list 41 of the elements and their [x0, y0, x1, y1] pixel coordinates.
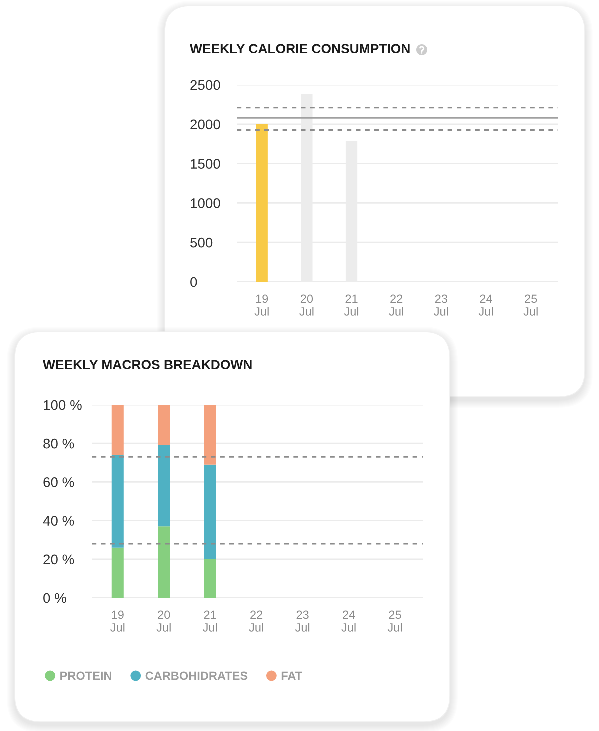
bar	[204, 405, 216, 465]
y-tick-label: 2500	[190, 80, 220, 90]
y-tick-label: 100 %	[44, 400, 82, 410]
x-tick-label: 19 Jul	[254, 294, 269, 316]
x-tick-label: 25 Jul	[388, 610, 402, 632]
y-tick-label: 20 %	[44, 554, 74, 565]
x-tick-label: 23 Jul	[434, 294, 448, 316]
legend-label: PROTEIN	[60, 672, 112, 680]
bar	[112, 548, 124, 598]
y-tick-label: 1500	[191, 159, 220, 169]
bar	[112, 405, 124, 456]
bar	[158, 446, 170, 527]
x-tick-label: 21 Jul	[344, 294, 359, 316]
y-tick-label: 1000	[191, 198, 220, 208]
x-tick-label: 22 Jul	[389, 294, 404, 316]
y-tick-label: 0 %	[44, 593, 66, 604]
chart-title: WEEKLY MACROS BREAKDOWN	[43, 360, 252, 370]
y-tick-label: 500	[190, 238, 213, 248]
x-tick-label: 25 Jul	[524, 294, 538, 316]
legend-label: FAT	[282, 672, 302, 680]
bar	[256, 124, 268, 282]
x-tick-label: 20 Jul	[156, 610, 171, 632]
x-tick-label: 23 Jul	[295, 610, 310, 632]
y-tick-label: 40 %	[43, 516, 74, 526]
y-tick-label: 80 %	[44, 438, 74, 449]
x-tick-label: 20 Jul	[300, 294, 314, 316]
legend-label: CARBOHIDRATES	[146, 672, 248, 680]
x-tick-label: 19 Jul	[110, 610, 125, 632]
bar	[204, 464, 216, 560]
x-tick-label: 21 Jul	[202, 610, 218, 632]
x-tick-label: 24 Jul	[478, 294, 494, 316]
bar	[112, 455, 124, 548]
bar	[204, 559, 216, 598]
x-tick-label: 22 Jul	[249, 610, 264, 632]
y-tick-label: 0	[190, 277, 198, 288]
x-tick-label: 24 Jul	[342, 610, 356, 632]
bar	[158, 526, 170, 598]
bar	[158, 405, 170, 446]
y-tick-label: 2000	[190, 120, 220, 130]
chart-title: WEEKLY CALORIE CONSUMPTION	[190, 44, 410, 54]
y-tick-label: 60 %	[44, 478, 74, 488]
